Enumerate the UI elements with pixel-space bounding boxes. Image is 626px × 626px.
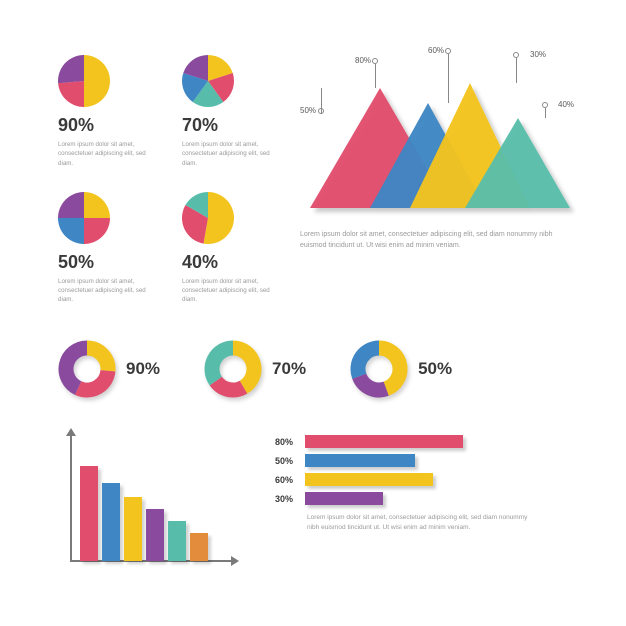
hbar xyxy=(305,435,463,448)
pie-chart-icon xyxy=(58,55,110,107)
donut-percent: 70% xyxy=(272,359,306,379)
pie-caption: Lorem ipsum dolor sit amet, consectetuer… xyxy=(58,140,153,168)
pie-percent: 50% xyxy=(58,252,164,273)
hbar-label: 50% xyxy=(275,456,305,466)
callout-line xyxy=(448,54,449,103)
pie-percent: 90% xyxy=(58,115,164,136)
triangle-caption: Lorem ipsum dolor sit amet, consectetuer… xyxy=(300,230,580,252)
triangle-chart-block: 50% 80% 60% 30% 40% Lorem ipsum dolor sit am… xyxy=(300,48,580,252)
pie-item-0: 90% Lorem ipsum dolor sit amet, consecte… xyxy=(58,55,164,168)
donut-chart-row: 90% 70% 50% xyxy=(58,340,578,398)
pie-caption: Lorem ipsum dolor sit amet, consectetuer… xyxy=(58,277,153,305)
pie-chart-icon xyxy=(182,192,234,244)
bar-2 xyxy=(124,497,142,561)
donut-chart-icon xyxy=(350,340,408,398)
bar-0 xyxy=(80,466,98,561)
triangle-callout-label: 60% xyxy=(428,46,444,55)
hbar-row-1: 50% xyxy=(275,454,575,467)
bar-5 xyxy=(190,533,208,561)
pie-chart-icon xyxy=(182,55,234,107)
hbar-caption: Lorem ipsum dolor sit amet, consectetuer… xyxy=(307,513,537,533)
pie-item-3: 40% Lorem ipsum dolor sit amet, consecte… xyxy=(182,192,288,305)
pie-item-1: 70% Lorem ipsum dolor sit amet, consecte… xyxy=(182,55,288,168)
callout-line xyxy=(545,108,546,118)
x-axis-arrow-icon xyxy=(231,556,239,566)
pie-chart-grid: 90% Lorem ipsum dolor sit amet, consecte… xyxy=(58,55,288,305)
donut-item-0: 90% xyxy=(58,340,160,398)
triangles-svg xyxy=(300,48,580,218)
bar-3 xyxy=(146,509,164,561)
donut-chart-icon xyxy=(58,340,116,398)
triangle-chart: 50% 80% 60% 30% 40% xyxy=(300,48,580,218)
callout-line xyxy=(321,88,322,114)
bar-1 xyxy=(102,483,120,561)
donut-percent: 50% xyxy=(418,359,452,379)
hbar xyxy=(305,454,415,467)
bar-4 xyxy=(168,521,186,561)
pie-caption: Lorem ipsum dolor sit amet, consectetuer… xyxy=(182,140,277,168)
hbar-row-2: 60% xyxy=(275,473,575,486)
hbar-row-3: 30% xyxy=(275,492,575,505)
triangle-callout-label: 40% xyxy=(558,100,574,109)
hbar xyxy=(305,492,383,505)
y-axis xyxy=(70,434,72,560)
pie-caption: Lorem ipsum dolor sit amet, consectetuer… xyxy=(182,277,277,305)
triangle-callout-label: 50% xyxy=(300,106,316,115)
hbar xyxy=(305,473,433,486)
triangle-callout-label: 80% xyxy=(355,56,371,65)
hbar-label: 30% xyxy=(275,494,305,504)
callout-line xyxy=(516,58,517,83)
pie-chart-icon xyxy=(58,192,110,244)
callout-line xyxy=(375,64,376,88)
vertical-bar-chart xyxy=(58,430,248,575)
pie-percent: 70% xyxy=(182,115,288,136)
horizontal-bar-chart: 80% 50% 60% 30% Lorem ipsum dolor sit am… xyxy=(275,435,575,533)
donut-item-2: 50% xyxy=(350,340,452,398)
pie-item-2: 50% Lorem ipsum dolor sit amet, consecte… xyxy=(58,192,164,305)
hbar-label: 80% xyxy=(275,437,305,447)
y-axis-arrow-icon xyxy=(66,428,76,436)
pie-percent: 40% xyxy=(182,252,288,273)
triangle-callout-label: 30% xyxy=(530,50,546,59)
hbar-label: 60% xyxy=(275,475,305,485)
hbar-row-0: 80% xyxy=(275,435,575,448)
donut-chart-icon xyxy=(204,340,262,398)
donut-item-1: 70% xyxy=(204,340,306,398)
donut-percent: 90% xyxy=(126,359,160,379)
